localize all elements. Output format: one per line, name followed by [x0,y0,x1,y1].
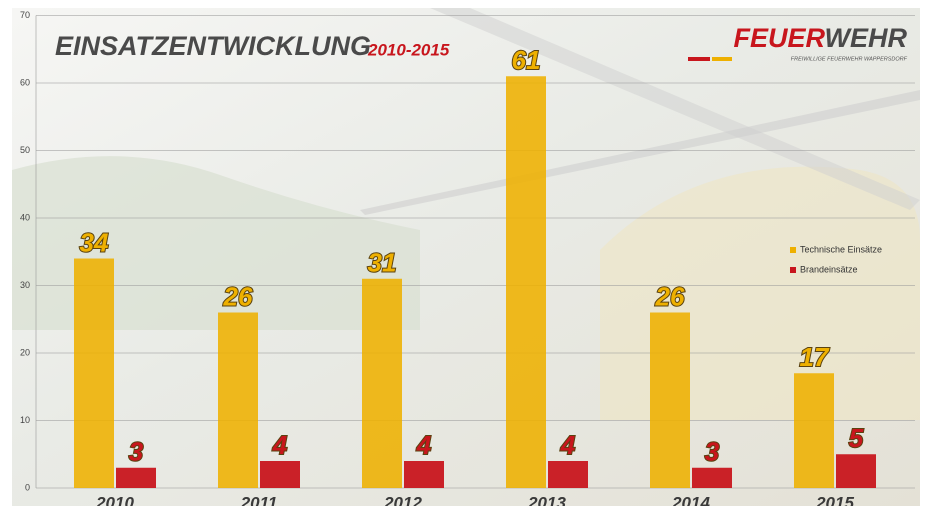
bar [794,373,834,488]
y-tick-label: 60 [20,77,30,87]
data-label: 26 [223,281,253,311]
y-tick-label: 40 [20,212,30,222]
y-tick-label: 50 [20,145,30,155]
bar [362,279,402,488]
x-tick-label: 2010 [95,493,134,506]
bar [116,468,156,488]
data-label: 61 [512,45,541,75]
data-label: 31 [368,248,397,278]
bar [548,461,588,488]
logo-part: WEHR [825,23,908,53]
logo-stripe [688,57,710,61]
data-label: 5 [849,423,864,453]
data-label: 3 [129,437,144,467]
data-label: 3 [705,437,720,467]
bar [218,313,258,489]
data-label: 4 [560,430,576,460]
data-label: 17 [800,342,830,372]
bar [506,76,546,488]
y-tick-label: 70 [20,10,30,20]
legend-swatch [790,267,796,273]
x-tick-label: 2012 [383,493,422,506]
bar [836,454,876,488]
y-tick-label: 30 [20,280,30,290]
bar [404,461,444,488]
x-tick-label: 2011 [240,493,278,506]
logo-stripe [712,57,732,61]
data-label: 4 [272,430,288,460]
legend-label: Technische Einsätze [800,244,882,254]
legend-label: Brandeinsätze [800,264,858,274]
bar [260,461,300,488]
data-label: 26 [655,281,685,311]
logo-part: FEUER [733,23,825,53]
x-tick-label: 2015 [815,493,854,506]
data-label: 34 [80,227,109,257]
bar [650,313,690,489]
y-tick-label: 10 [20,415,30,425]
logo-tagline: FREIWILLIGE FEUERWEHR WAPPERSDORF [791,56,908,62]
chart-subtitle: 2010-2015 [367,40,450,59]
bar [692,468,732,488]
bar [74,259,114,489]
legend-swatch [790,247,796,253]
chart-title: EINSATZENTWICKLUNG [55,31,371,61]
x-tick-label: 2014 [671,493,710,506]
data-label: 4 [416,430,432,460]
y-tick-label: 20 [20,347,30,357]
logo: FEUERWEHR [733,23,907,53]
x-tick-label: 2013 [527,493,566,506]
chart: EINSATZENTWICKLUNG 2010-2015 FEUERWEHR F… [0,0,935,506]
y-tick-label: 0 [25,482,30,492]
